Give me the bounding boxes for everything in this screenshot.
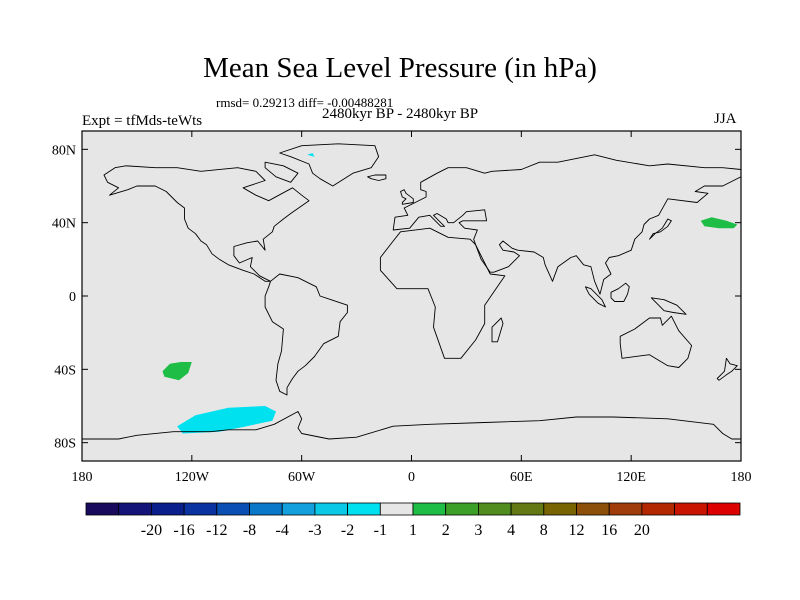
season-label: JJA [714,111,737,127]
region-south-pacific-positive [162,362,192,381]
colorbar-label: 8 [540,522,548,539]
period-label: 2480kyr BP - 2480kyr BP [321,106,479,122]
x-tick-label: 120W [175,470,210,485]
y-tick-label: 80N [52,143,76,158]
colorbar-swatch [118,502,152,516]
coastline-eurasia [392,154,741,295]
region-greenland-negative [307,153,315,157]
colorbar-swatch [412,502,447,516]
coastline-madagascar [491,317,504,343]
colorbar-swatch [379,502,414,516]
stats-text: rmsd= 0.29213 diff= -0.00488281 [216,95,394,110]
region-nw-pacific-positive [700,217,738,229]
colorbar-label: -8 [243,522,256,539]
colorbar-label: -16 [173,522,194,539]
coastline-uk [400,189,414,205]
colorbar-swatch [543,502,577,516]
coastline-antarctica [82,411,741,440]
colorbar-swatch [445,502,479,516]
y-tick-label: 40N [52,217,76,232]
anomaly-regions [162,153,738,434]
x-tick-label: 180 [731,470,752,485]
y-tick-label: 0 [69,290,76,305]
coastlines [82,143,741,440]
colorbar-swatch [314,502,348,516]
y-tick-label: 40S [54,363,76,378]
colorbar: -20 -16 -12 -8 -4 -3 -2 -1 1 2 3 4 8 12 16 20 [85,502,741,539]
experiment-label: Expt = tfMds-teWts [82,113,203,129]
colorbar-label: -1 [374,522,387,539]
coastline-borneo [610,282,630,302]
x-tick-label: 0 [408,470,415,485]
colorbar-label: -20 [141,522,162,539]
map-background [82,131,741,461]
colorbar-swatch [674,502,708,516]
x-tick-label: 60E [510,470,533,485]
colorbar-swatch [576,502,610,516]
x-tick-label: 120E [616,470,646,485]
coastline-new-guinea [650,297,687,315]
colorbar-swatch [706,502,741,516]
colorbar-label: -12 [206,522,227,539]
coastline-japan [649,218,672,240]
colorbar-label: 1 [409,522,417,539]
y-axis: 80N 40N 0 40S 80S [52,143,741,452]
colorbar-swatch [85,502,120,516]
colorbar-swatch [281,502,316,516]
coastline-baffin [264,161,299,183]
x-tick-label: 180 [72,470,93,485]
colorbar-label: 20 [634,522,650,539]
chart-title: Mean Sea Level Pressure (in hPa) [203,52,597,84]
colorbar-swatch [150,502,185,516]
colorbar-swatch [641,502,676,516]
colorbar-swatch [510,502,545,516]
colorbar-swatch [249,502,283,516]
colorbar-label: 4 [507,522,515,539]
coastline-iceland [367,174,387,181]
coastline-australia [619,315,693,368]
coastline-africa [379,227,506,359]
colorbar-label: 2 [442,522,450,539]
colorbar-label: 12 [569,522,585,539]
coastline-north-america [103,165,310,282]
colorbar-swatch [347,502,381,516]
coastline-sumatra [584,286,606,308]
colorbar-label: -4 [276,522,289,539]
x-axis: 180 120W 60W 0 60E 120E 180 [72,131,752,485]
coastline-new-zealand [716,357,738,381]
y-tick-label: 80S [54,437,76,452]
coastline-south-america [264,273,348,396]
colorbar-swatch [183,502,218,516]
colorbar-label: 3 [474,522,482,539]
colorbar-label: 16 [601,522,617,539]
x-tick-label: 60W [288,470,316,485]
colorbar-swatch [608,502,643,516]
region-amundsen-sea-negative [177,406,276,434]
colorbar-label: -3 [308,522,321,539]
colorbar-label: -2 [341,522,354,539]
colorbar-swatch [477,502,512,516]
colorbar-swatch [216,502,250,516]
coastline-greenland [279,143,380,187]
